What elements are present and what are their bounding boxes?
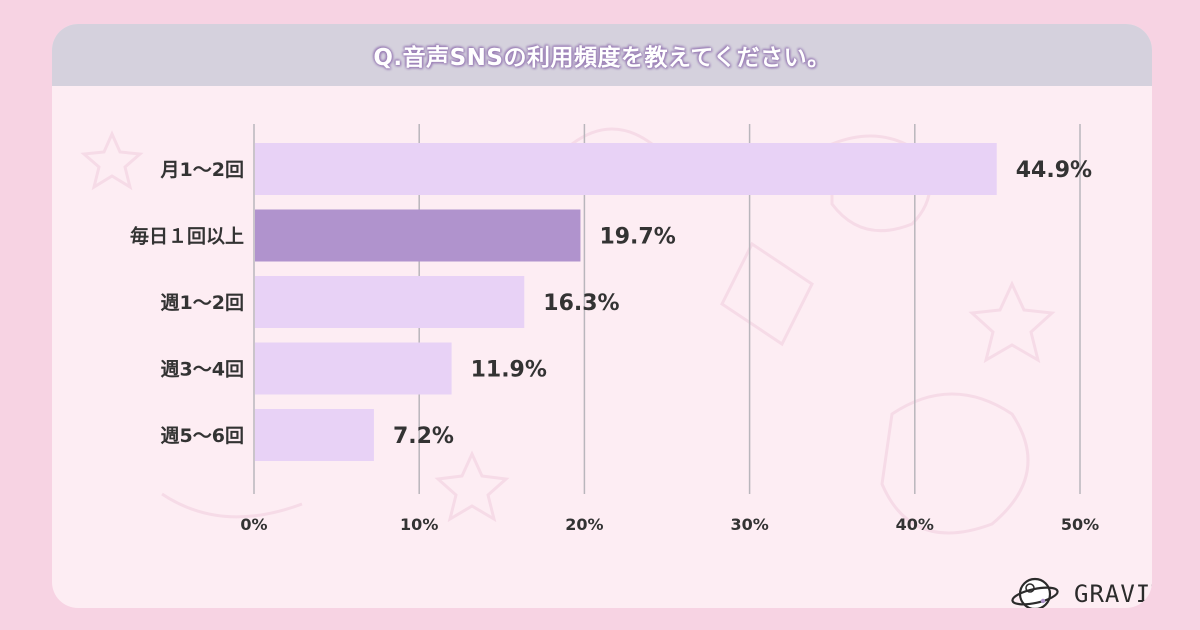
chart-title: Q.音声SNSの利用頻度を教えてください。 [373,45,831,71]
x-tick-label: 30% [730,515,768,534]
x-tick-label: 40% [896,515,934,534]
bar [255,143,997,195]
category-label: 週5～6回 [161,425,244,447]
x-tick-label: 50% [1061,515,1099,534]
value-label: 16.3% [543,291,619,316]
x-tick-label: 0% [240,515,267,534]
bar [255,342,452,395]
value-label: 11.9% [471,358,547,383]
category-label: 週1～2回 [161,292,244,314]
logo-text: GRAVITY [1074,580,1152,608]
bar [255,276,525,328]
x-tick-label: 10% [400,515,438,534]
gravity-logo: GRAVITY [1010,572,1152,608]
chart-card: Q.音声SNSの利用頻度を教えてください。 月1～2回 44.9% 毎日１回以上 19… [52,24,1152,608]
category-label: 月1～2回 [160,159,244,181]
value-label: 19.7% [599,225,675,250]
value-label: 44.9% [1016,158,1092,183]
value-label: 7.2% [393,424,454,449]
title-bar: Q.音声SNSの利用頻度を教えてください。 [52,24,1152,86]
category-label: 週3～4回 [161,359,244,381]
bar [255,209,581,262]
bar-chart: 月1～2回 44.9% 毎日１回以上 19.7% 週1～2回 16.3% 週3～4回 11.9… [80,124,1099,535]
background-decor [80,127,1056,535]
category-label: 毎日１回以上 [130,225,244,248]
planet-logo-icon [1011,577,1059,608]
bar [255,409,374,461]
x-tick-label: 20% [565,515,603,534]
